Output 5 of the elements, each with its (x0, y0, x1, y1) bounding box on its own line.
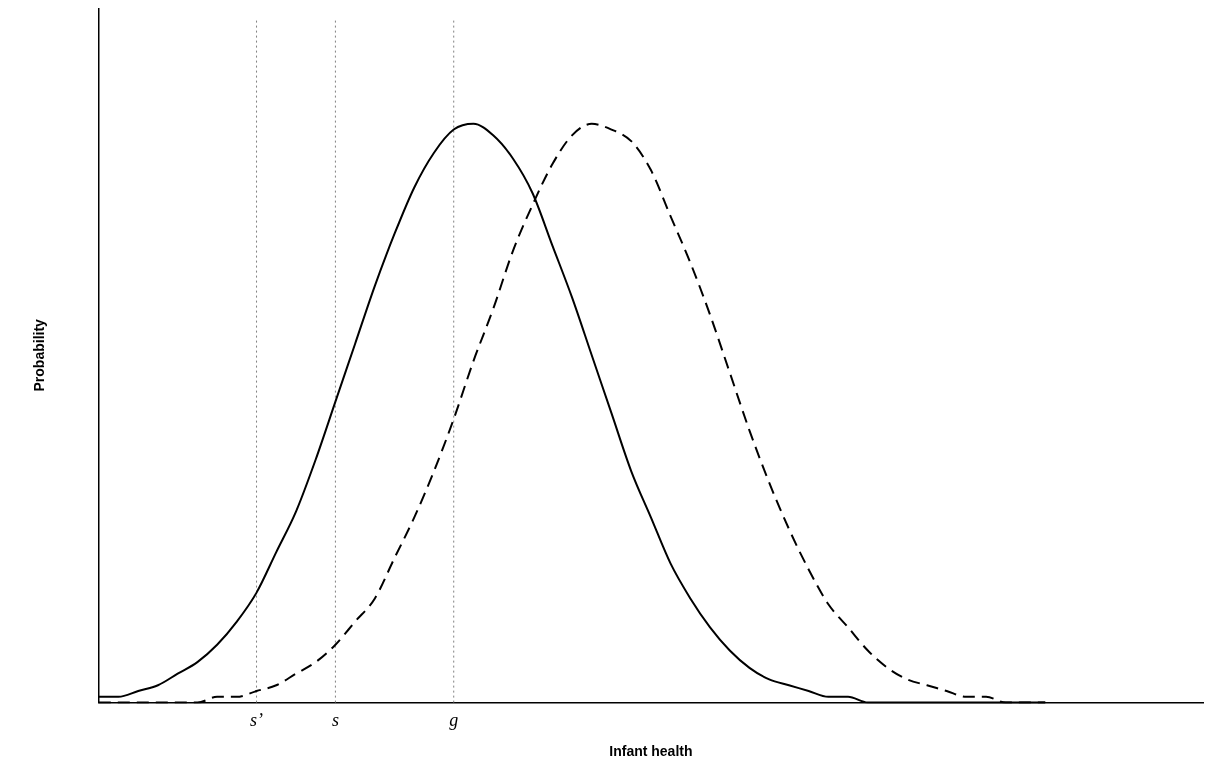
x-tick-label: s’ (250, 710, 264, 731)
y-axis-title: Probability (31, 318, 48, 392)
x-axis-title: Infant health (609, 743, 693, 760)
x-tick-label: g (449, 710, 459, 731)
x-tick-label: s (331, 710, 339, 731)
